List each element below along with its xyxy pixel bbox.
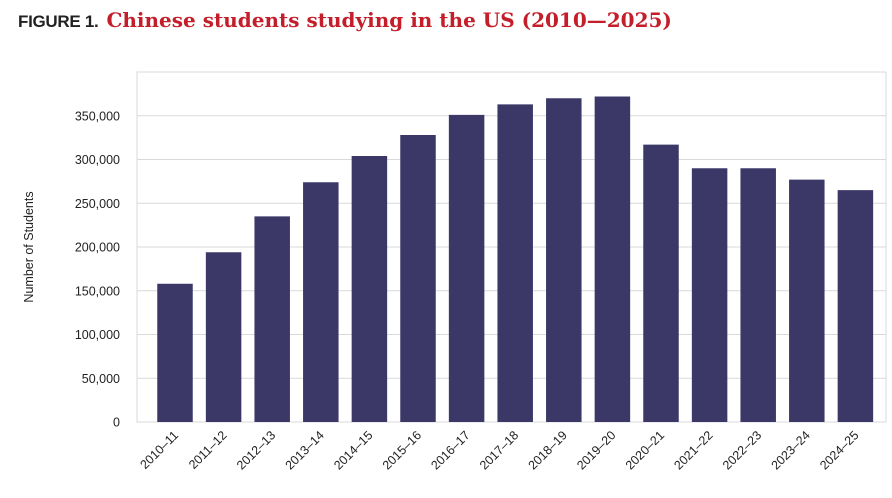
bar (691, 168, 728, 422)
x-tick-label: 2021–22 (671, 428, 715, 472)
y-axis-label: Number of Students (22, 191, 36, 302)
bar (594, 96, 631, 422)
bar (400, 135, 436, 422)
y-tick-label: 100,000 (75, 328, 120, 342)
x-tick-label: 2020–21 (623, 428, 667, 472)
y-tick-label: 200,000 (75, 241, 120, 255)
figure-label: FIGURE 1. (18, 12, 99, 31)
x-tick-label: 2014–15 (331, 428, 375, 472)
y-tick-label: 250,000 (75, 197, 120, 211)
x-tick-label: 2024–25 (817, 428, 861, 472)
x-tick-label: 2023–24 (769, 428, 813, 472)
y-axis-ticks: 0 50,000 100,000 150,000 200,000 250,000 300,0… (75, 109, 120, 429)
bars (157, 96, 874, 422)
x-tick-label: 2016–17 (428, 428, 472, 472)
y-tick-label: 0 (113, 416, 120, 430)
bar (643, 144, 679, 422)
y-tick-label: 350,000 (75, 109, 120, 123)
bar (351, 156, 388, 422)
x-tick-label: 2015–16 (380, 428, 424, 472)
y-tick-label: 300,000 (75, 153, 120, 167)
bar (157, 283, 193, 422)
bar (303, 182, 339, 422)
bar (448, 114, 485, 422)
x-tick-label: 2019–20 (574, 428, 618, 472)
x-tick-label: 2013–14 (283, 428, 327, 472)
y-tick-label: 50,000 (82, 372, 120, 386)
x-axis-ticks: 2010–11 2011–12 2012–13 2013–14 2014–15 2015–… (137, 428, 861, 472)
bar (789, 179, 825, 422)
x-tick-label: 2012–13 (234, 428, 278, 472)
bar (254, 216, 290, 422)
y-tick-label: 150,000 (75, 284, 120, 298)
figure-title: Chinese students studying in the US (201… (106, 8, 672, 32)
figure-title-row: FIGURE 1. Chinese students studying in t… (18, 8, 672, 32)
bar (546, 98, 582, 422)
bar (740, 168, 776, 422)
x-tick-label: 2018–19 (526, 428, 570, 472)
x-tick-label: 2010–11 (137, 428, 181, 472)
bar (205, 252, 242, 422)
x-tick-label: 2011–12 (186, 428, 230, 472)
bar (497, 104, 533, 422)
x-tick-label: 2022–23 (720, 428, 764, 472)
x-tick-label: 2017–18 (477, 428, 521, 472)
bar (837, 190, 874, 422)
